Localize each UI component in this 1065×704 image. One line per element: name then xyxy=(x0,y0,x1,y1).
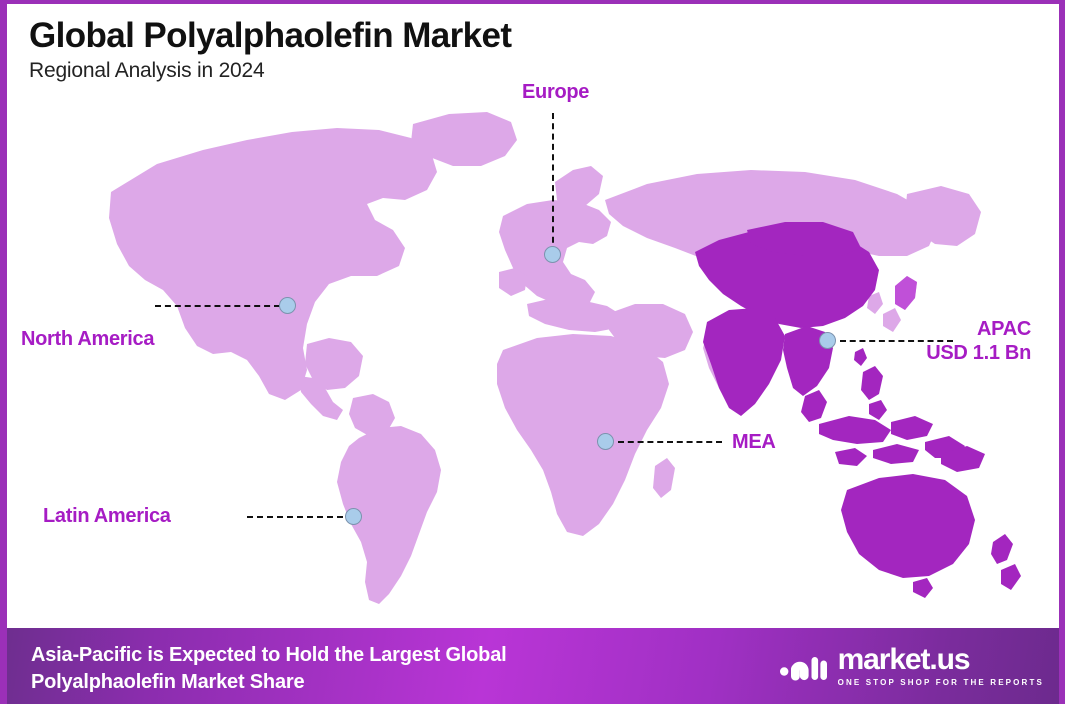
page-subtitle: Regional Analysis in 2024 xyxy=(29,59,265,83)
page-title: Global Polyalphaolefin Market xyxy=(29,16,512,55)
world-map-graphic xyxy=(109,112,1021,604)
callout-label-europe: Europe xyxy=(522,81,590,103)
leader-line-mea xyxy=(618,441,722,443)
callout-apac: APAC USD 1.1 Bn xyxy=(926,317,1031,366)
leader-line-north-america xyxy=(155,305,280,307)
footer-headline-line1: Asia-Pacific is Expected to Hold the Lar… xyxy=(31,644,507,666)
footer-headline: Asia-Pacific is Expected to Hold the Lar… xyxy=(31,642,507,696)
leader-line-apac xyxy=(840,340,953,342)
world-map-container xyxy=(7,4,1059,632)
callout-label-apac: APAC xyxy=(977,318,1031,340)
callout-label-mea: MEA xyxy=(732,431,776,453)
logo-tagline: ONE STOP SHOP FOR THE REPORTS xyxy=(837,678,1044,687)
leader-line-europe xyxy=(552,113,554,253)
callout-label-latin-america: Latin America xyxy=(43,505,171,527)
map-marker-north-america[interactable] xyxy=(279,297,296,314)
map-marker-europe[interactable] xyxy=(544,246,561,263)
map-marker-mea[interactable] xyxy=(597,433,614,450)
footer-banner: Asia-Pacific is Expected to Hold the Lar… xyxy=(7,628,1059,704)
footer-headline-line2: Polyalphaolefin Market Share xyxy=(31,671,305,694)
map-region-apac-highlight xyxy=(695,222,1021,598)
map-marker-latin-america[interactable] xyxy=(345,508,362,525)
brand-logo[interactable]: market.us ONE STOP SHOP FOR THE REPORTS xyxy=(779,643,1044,688)
market-us-bars-icon xyxy=(779,646,827,687)
map-marker-apac[interactable] xyxy=(819,332,836,349)
logo-name: market.us xyxy=(837,643,971,676)
bars-logo-glyph xyxy=(779,656,827,680)
callout-value-apac: USD 1.1 Bn xyxy=(926,342,1031,365)
header: Global Polyalphaolefin Market Regional A… xyxy=(29,16,512,83)
callout-label-north-america: North America xyxy=(21,328,155,350)
logo-wordmark: market.us ONE STOP SHOP FOR THE REPORTS xyxy=(837,643,1044,688)
leader-line-latin-america xyxy=(247,516,353,518)
